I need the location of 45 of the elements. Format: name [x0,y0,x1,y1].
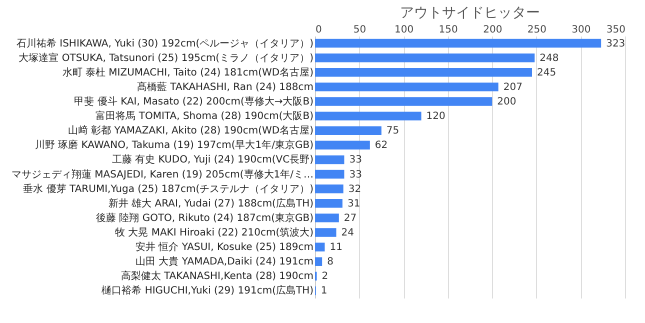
data-label: 8 [327,256,334,268]
y-tick-label: 樋口裕希 HIGUCHI,Yuki (29) 191cm(広島TH) [102,284,314,297]
y-tick-label: 安井 恒介 YASUI, Kosuke (25) 189cm [135,241,314,254]
data-label: 24 [341,228,354,238]
data-label: 200 [497,96,516,108]
x-tick-label: 200 [483,24,502,36]
x-tick-label: 0 [316,24,322,36]
data-label: 248 [540,52,559,64]
data-label: 120 [426,111,446,122]
y-tick-label: 水町 泰杜 MIZUMACHI, Taito (24) 181cm(WD名古屋) [62,66,314,78]
data-label: 245 [537,67,556,78]
x-tick-label: 300 [572,24,591,36]
y-tick-label: 新井 雄大 ARAI, Yudai (27) 188cm(広島TH) [108,197,314,210]
data-label: 27 [344,212,357,224]
y-tick-label: 工藤 有史 KUDO, Yuji (24) 190cm(VC長野) [112,154,314,166]
y-tick-label: 後藤 陸翔 GOTO, Rikuto (24) 187cm(東京GB) [96,212,314,224]
y-tick-label: 山﨑 彰都 YAMAZAKI, Akito (28) 190cm(WD名古屋) [68,124,314,137]
y-tick-label: 高梨健太 TAKANASHI,Kenta (28) 190cm [120,270,314,282]
data-label: 207 [503,82,522,93]
data-label: 62 [374,140,388,152]
chart-title: アウトサイドヒッター [400,5,540,21]
y-tick-label: 富田将馬 TOMITA, Shoma (28) 190cm(大阪B) [96,110,314,122]
y-tick-label: 牧 大晃 MAKI Hiroaki (22) 210cm(筑波大) [114,226,314,238]
y-tick-label: マサジェディ翔蓮 MASAJEDI, Karen (19) 205cm(専修大1年/ミ… [11,168,314,180]
x-tick-label: 350 [606,24,626,36]
data-label: 1 [320,286,328,297]
data-label: 32 [348,184,362,195]
y-tick-label: 大塚達宣 OTSUKA, Tatsunori (25) 195cm(ミラノ（イタリア）) [18,52,314,64]
y-tick-label: 川野 琢磨 KAWANO, Takuma (19) 197cm(早大1年/東京GB) [34,139,314,152]
y-tick-label: 山田 大貴 YAMADA,Daiki (24) 191cm [136,256,314,268]
data-label: 2 [322,271,328,282]
data-label: 33 [349,169,362,180]
data-label: 31 [347,198,360,210]
y-tick-label: 髙橋藍 TAKAHASHI, Ran (24) 188cm [136,80,314,93]
data-label: 323 [606,38,626,50]
x-tick-label: 150 [438,24,458,36]
x-tick-label: 100 [394,24,414,36]
y-tick-label: 甲斐 優斗 KAI, Masato (22) 200cm(専修大→大阪B) [74,96,314,108]
data-label: 75 [386,126,400,137]
x-tick-label: 50 [353,24,366,36]
data-label: 11 [330,242,342,254]
y-tick-label: 垂水 優芽 TARUMI,Yuga (25) 187cm(チステルナ（イタリア）) [23,182,314,195]
x-tick-label: 250 [527,24,546,36]
data-label: 33 [349,154,362,166]
y-tick-label: 石川祐希 ISHIKAWA, Yuki (30) 192cm(ペルージャ（イタリア）) [16,37,314,50]
